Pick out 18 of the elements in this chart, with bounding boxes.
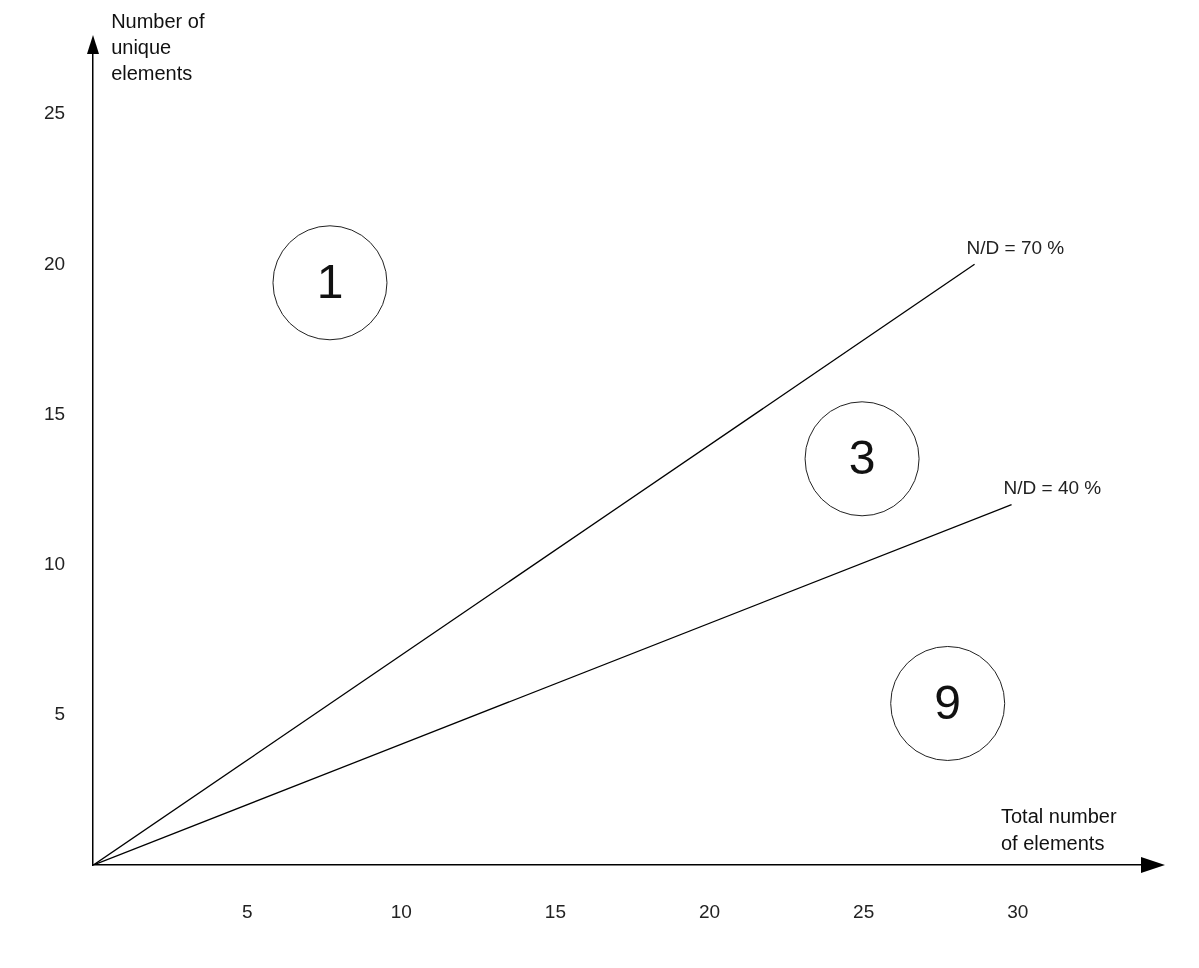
x-axis-title: Total number of elements <box>1001 804 1117 854</box>
series-label: N/D = 40 % <box>1003 476 1102 498</box>
y-tick-label: 15 <box>43 402 66 424</box>
x-tick-label: 30 <box>1007 900 1029 922</box>
y-axis-title: Number of unique elements <box>111 9 205 84</box>
y-tick-label: 20 <box>43 252 66 274</box>
annotation: 1 <box>316 255 344 309</box>
y-tick-label: 5 <box>54 703 66 725</box>
x-tick-label: 25 <box>853 900 875 922</box>
x-tick-label: 20 <box>698 900 721 922</box>
annotation: 3 <box>848 431 876 485</box>
series-label: N/D = 70 % <box>966 236 1065 258</box>
y-tick-label: 10 <box>43 552 66 574</box>
annotation: 9 <box>934 675 962 729</box>
x-tick-label: 15 <box>544 900 566 922</box>
y-tick-label: 25 <box>43 102 66 124</box>
x-tick-label: 5 <box>241 900 253 922</box>
x-tick-label: 10 <box>390 900 412 922</box>
